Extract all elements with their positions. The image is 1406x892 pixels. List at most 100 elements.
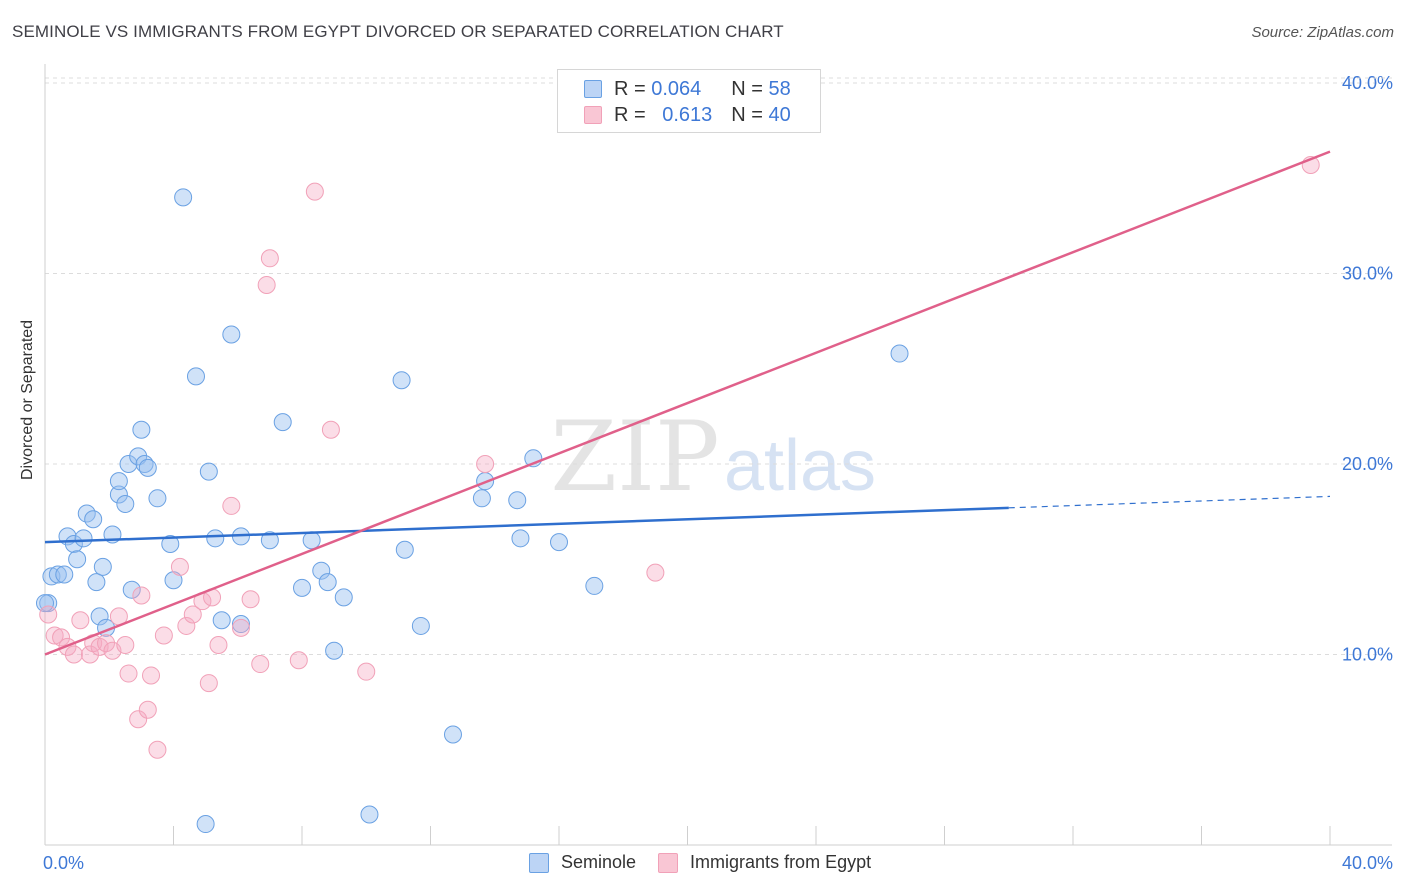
egypt-point [64, 645, 83, 664]
egypt-point [257, 275, 276, 294]
egypt-point [80, 645, 99, 664]
source-note: Source: ZipAtlas.com [1251, 24, 1394, 41]
seminole-point [93, 557, 112, 576]
seminole-trendline [44, 506, 1009, 544]
egypt-point [321, 420, 340, 439]
seminole-point [508, 491, 527, 510]
n-value: 58 [768, 77, 791, 100]
legend-item-egypt: Immigrants from Egypt [658, 852, 871, 873]
egypt-point [241, 590, 260, 609]
seminole-point [206, 529, 225, 548]
seminole-point [132, 420, 151, 439]
seminole-point [174, 188, 193, 207]
seminole-point [334, 588, 353, 607]
seminole-point [74, 529, 93, 548]
seminole-point [138, 458, 157, 477]
seminole-point [325, 641, 344, 660]
legend-row-seminole: R = 0.064 N = 58 [584, 77, 791, 101]
egypt-point [199, 674, 218, 693]
seminole-point [231, 615, 250, 634]
seminole-point [260, 531, 279, 550]
egypt-point [52, 628, 71, 647]
seminole-point [68, 550, 87, 569]
n-label: N = [731, 77, 763, 100]
seminole-point [472, 489, 491, 508]
egypt-swatch [584, 106, 602, 124]
egypt-point [646, 563, 665, 582]
seminole-point [48, 565, 67, 584]
series-legend: Seminole Immigrants from Egypt [529, 852, 893, 873]
egypt-point [251, 655, 270, 674]
seminole-point [199, 462, 218, 481]
egypt-point [97, 634, 116, 653]
seminole-point [212, 611, 231, 630]
seminole-point [360, 805, 379, 824]
egypt-point [170, 557, 189, 576]
seminole-point [312, 561, 331, 580]
seminole-point [84, 510, 103, 529]
seminole-point [585, 576, 604, 595]
seminole-point [293, 578, 311, 597]
correlation-legend: R = 0.064 N = 58 R = 0.613 N = 40 [557, 69, 821, 133]
seminole-point [186, 367, 205, 386]
egypt-point [209, 635, 228, 654]
egypt-point [154, 626, 173, 645]
egypt-point [231, 618, 250, 637]
seminole-point [36, 594, 54, 613]
y-tick-label: 10.0% [1342, 645, 1393, 665]
n-label: N = [731, 103, 763, 126]
egypt-point [222, 496, 241, 515]
egypt-point [476, 455, 495, 474]
seminole-point [122, 580, 141, 599]
x-tick-label: 0.0% [43, 853, 84, 873]
egypt-point [45, 626, 64, 645]
legend-label-egypt: Immigrants from Egypt [690, 852, 872, 872]
seminole-point [161, 535, 180, 554]
seminole-swatch [529, 852, 549, 873]
egypt-point [148, 740, 167, 759]
seminole-point [116, 495, 135, 514]
r-label: R = [614, 77, 646, 100]
egypt-swatch [658, 852, 679, 873]
seminole-point [87, 573, 106, 592]
egypt-point [177, 616, 196, 635]
egypt-point [129, 710, 148, 729]
y-tick-label: 30.0% [1342, 264, 1393, 284]
egypt-point [260, 249, 279, 268]
legend-row-egypt: R = 0.613 N = 40 [584, 103, 791, 127]
seminole-point [392, 371, 411, 390]
r-value: 0.613 [662, 103, 713, 126]
watermark-atlas: atlas [724, 426, 876, 506]
y-tick-label: 40.0% [1342, 73, 1393, 93]
egypt-trendline [44, 150, 1331, 656]
seminole-trendline-extension [1008, 495, 1331, 509]
egypt-point [132, 586, 151, 605]
seminole-point [511, 529, 530, 548]
seminole-point [90, 607, 109, 626]
seminole-point [109, 485, 128, 504]
egypt-point [305, 182, 324, 201]
egypt-point [119, 664, 138, 683]
seminole-point [119, 455, 138, 474]
seminole-point [55, 565, 74, 584]
egypt-point [71, 611, 90, 630]
y-axis-label: Divorced or Separated [19, 319, 36, 480]
n-value: 40 [768, 103, 791, 126]
x-tick-label: 40.0% [1342, 853, 1393, 873]
seminole-point [395, 540, 414, 559]
seminole-point [302, 531, 321, 550]
egypt-point [142, 666, 161, 685]
y-tick-label: 20.0% [1342, 454, 1393, 474]
seminole-swatch [584, 80, 602, 98]
egypt-point [116, 635, 135, 654]
seminole-point [550, 533, 568, 552]
egypt-point [183, 605, 202, 624]
egypt-point [138, 700, 157, 719]
seminole-point [148, 489, 167, 508]
seminole-point [273, 413, 292, 432]
seminole-point [318, 573, 337, 592]
egypt-point [289, 651, 308, 670]
seminole-point [411, 616, 430, 635]
legend-item-seminole: Seminole [529, 852, 636, 873]
